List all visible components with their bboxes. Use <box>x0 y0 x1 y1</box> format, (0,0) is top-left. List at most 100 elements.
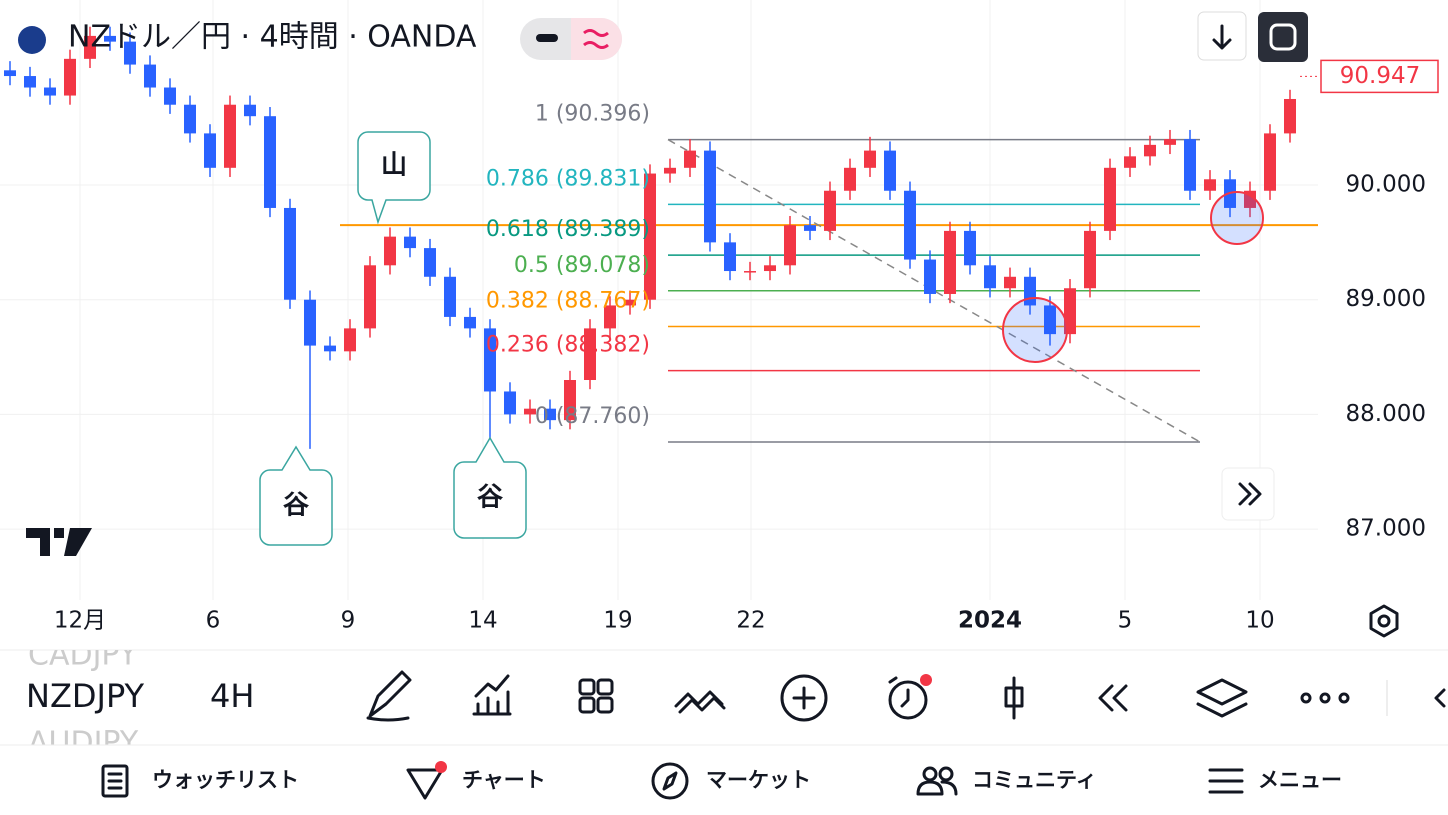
y-tick-label: 89.000 <box>1346 286 1426 312</box>
candle-body <box>804 225 816 231</box>
candle-body <box>384 236 396 266</box>
candle-body <box>1164 139 1176 145</box>
x-tick-label: 9 <box>341 608 356 634</box>
nav-item[interactable]: コミュニティ <box>972 768 1097 792</box>
symbol[interactable]: NZDJPY <box>26 677 145 715</box>
candle-body <box>824 190 836 231</box>
x-tick-label: 5 <box>1118 608 1133 634</box>
y-tick-label: 90.000 <box>1346 172 1426 198</box>
candle-body <box>964 230 976 266</box>
candle-body <box>524 408 536 415</box>
candle-body <box>744 271 756 273</box>
nav-item[interactable]: ウォッチリスト <box>152 768 299 792</box>
candle-body <box>904 190 916 260</box>
fib-label: 0.618 (89.389) <box>486 217 650 242</box>
candle-body <box>1104 167 1116 231</box>
candle-body <box>444 276 456 317</box>
candle-body <box>1204 179 1216 191</box>
fib-label: 0.382 (88.767) <box>486 288 650 313</box>
candle-body <box>104 35 116 42</box>
chart-title: NZドル／円 · 4時間 · OANDA <box>68 20 477 55</box>
candle-body <box>244 104 256 117</box>
candle-body <box>544 408 556 421</box>
nav-icons[interactable] <box>101 762 1244 800</box>
nav-item[interactable]: チャート <box>462 768 546 792</box>
candle-body <box>364 265 376 329</box>
candle-body <box>284 207 296 300</box>
candle-body <box>1264 133 1276 191</box>
alert-dot <box>920 674 932 686</box>
callout <box>357 131 431 225</box>
nav-item[interactable]: メニュー <box>1258 768 1342 792</box>
candle-body <box>304 299 316 346</box>
candle-body <box>844 167 856 191</box>
candle-body <box>644 173 656 300</box>
x-tick-label: 10 <box>1245 608 1274 634</box>
candle-body <box>124 41 136 65</box>
fib-label: 0.236 (88.382) <box>486 333 650 358</box>
toolbar-icons[interactable] <box>366 670 1446 722</box>
candle-body <box>484 328 496 392</box>
fullscreen-icon <box>1269 23 1297 51</box>
candle-body <box>404 236 416 249</box>
fib-label: 0 (87.760) <box>535 404 650 429</box>
candle-body <box>884 150 896 191</box>
plot <box>4 26 1318 449</box>
candle-body <box>604 305 616 329</box>
fib-label: 0.5 (89.078) <box>514 253 650 278</box>
candle-body <box>184 104 196 134</box>
candle-body <box>944 230 956 294</box>
candle-body <box>344 328 356 352</box>
candle-body <box>1284 98 1296 134</box>
candle-body <box>324 345 336 352</box>
last-price-box <box>1320 59 1439 94</box>
candle-body <box>84 35 96 59</box>
callout <box>453 436 527 539</box>
candle-body <box>1124 156 1136 168</box>
logo <box>26 528 92 556</box>
y-tick-label: 88.000 <box>1346 401 1426 427</box>
fullscreen-button[interactable] <box>1258 12 1308 62</box>
status-pill-alert <box>571 18 622 60</box>
download-icon <box>1212 24 1232 50</box>
candle-body <box>664 167 676 174</box>
candle-body <box>924 259 936 294</box>
fib-label: 1 (90.396) <box>535 102 650 127</box>
scroll-icon <box>1238 482 1262 506</box>
flag-icon <box>18 26 46 54</box>
nav-item[interactable]: マーケット <box>706 768 811 792</box>
candle-body <box>864 150 876 168</box>
candle-body <box>224 104 236 168</box>
candle-body <box>64 58 76 96</box>
settings-icon <box>1377 614 1391 628</box>
candle-body <box>44 87 56 96</box>
grid <box>0 0 1318 600</box>
settings-icon[interactable] <box>1369 604 1399 638</box>
candle-body <box>764 265 776 272</box>
candle-body <box>424 248 436 277</box>
x-tick-label: 2024 <box>958 608 1022 634</box>
candle-body <box>584 328 596 381</box>
candle-body <box>264 116 276 208</box>
last-price-label: 90.947 <box>1340 63 1420 89</box>
callout-text: 谷 <box>283 491 310 521</box>
symbol-prev[interactable]: CADJPY <box>28 638 138 673</box>
candle-body <box>1244 190 1256 208</box>
candle-body <box>684 150 696 168</box>
candle-body <box>984 265 996 289</box>
callout <box>259 445 333 546</box>
callout-text: 山 <box>381 151 407 181</box>
candle-body <box>504 391 516 415</box>
candle-body <box>624 299 636 306</box>
candle-body <box>704 150 716 243</box>
candle-body <box>144 64 156 88</box>
symbol-next[interactable]: AUDJPY <box>28 726 139 761</box>
candle-body <box>1044 305 1056 335</box>
candle-body <box>1184 139 1196 191</box>
candle-body <box>564 380 576 421</box>
interval[interactable]: 4H <box>210 677 254 715</box>
candle-body <box>1084 230 1096 289</box>
x-tick-label: 14 <box>468 608 497 634</box>
alert-dot <box>435 761 447 773</box>
candle-body <box>784 225 796 266</box>
